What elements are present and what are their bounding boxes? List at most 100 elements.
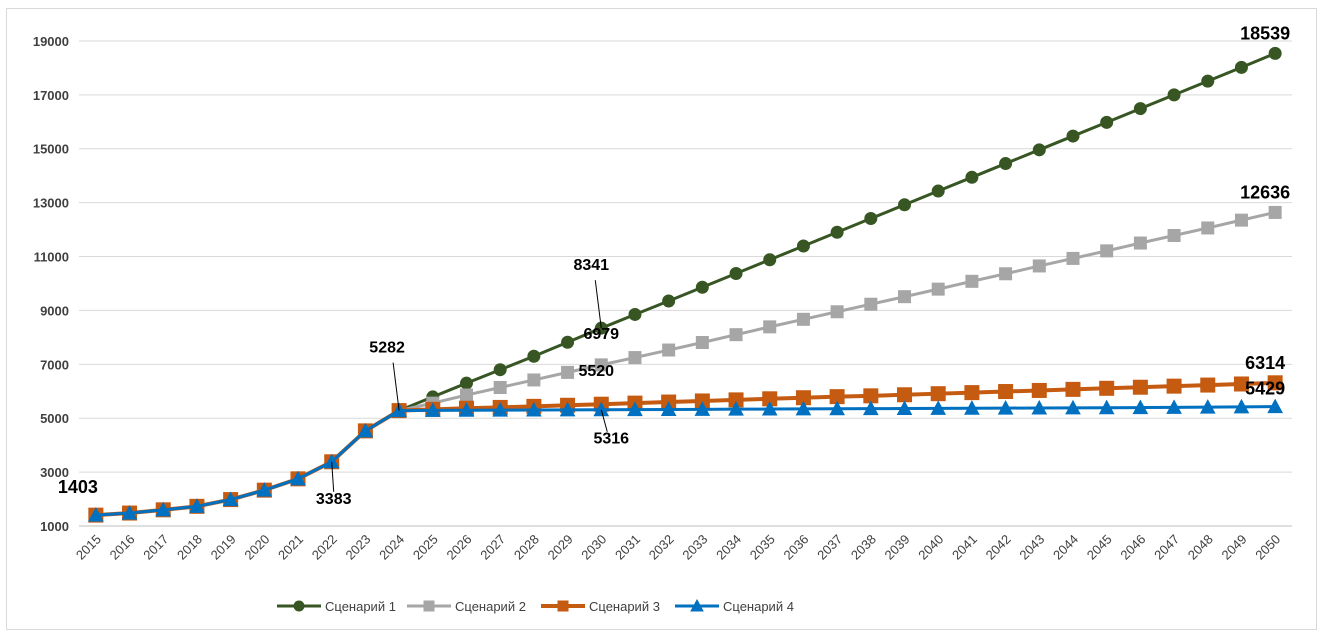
data-point-square — [1200, 377, 1216, 393]
data-label: 8341 — [573, 257, 609, 274]
data-point-triangle — [997, 400, 1014, 415]
data-point-square — [1133, 236, 1147, 250]
y-tick-label: 19000 — [33, 34, 69, 49]
x-tick-label: 2028 — [511, 532, 542, 563]
data-point-square — [1166, 378, 1182, 394]
x-tick-label: 2036 — [780, 532, 811, 563]
x-tick-label: 2043 — [1016, 532, 1047, 563]
data-point-circle — [763, 253, 777, 267]
x-tick-label: 2031 — [612, 532, 643, 563]
data-point-square — [1132, 379, 1148, 395]
series-3 — [88, 375, 1283, 523]
data-point-square — [557, 600, 569, 612]
data-point-square — [459, 388, 473, 402]
data-point-triangle — [222, 491, 239, 507]
legend-item-4: Сценарий 4 — [675, 598, 794, 614]
data-point-square — [864, 297, 878, 311]
data-point-triangle — [694, 401, 711, 416]
data-point-square — [729, 328, 743, 342]
x-axis: 2015 2016 2017 2018 2019 2020 2021 2022 2023 2024… — [73, 525, 1292, 563]
x-tick-label: 2024 — [376, 532, 407, 563]
grid-lines — [79, 40, 1292, 473]
series-line — [95, 380, 1276, 518]
series-line — [95, 51, 1276, 517]
series-2 — [89, 205, 1282, 522]
data-point-circle — [493, 363, 507, 377]
data-point-circle — [695, 280, 709, 294]
x-tick-label: 2018 — [174, 532, 205, 563]
y-tick-label: 7000 — [40, 357, 69, 372]
data-point-square — [965, 274, 979, 288]
data-point-triangle — [795, 400, 812, 416]
data-label: 1403 — [58, 477, 98, 497]
data-point-triangle — [189, 498, 205, 513]
data-point-triangle — [1098, 399, 1115, 415]
legend-label: Сценарий 2 — [455, 599, 526, 614]
data-point-triangle — [1166, 399, 1182, 414]
data-point-square — [1066, 251, 1080, 265]
data-point-triangle — [1267, 398, 1283, 414]
data-label: 6314 — [1245, 353, 1285, 373]
data-point-triangle — [728, 401, 744, 416]
data-point-square — [931, 282, 945, 296]
data-point-circle — [965, 170, 979, 184]
x-tick-label: 2015 — [73, 532, 104, 563]
data-point-triangle — [155, 501, 172, 517]
y-tick-label: 15000 — [33, 142, 69, 157]
data-point-square — [594, 358, 608, 372]
x-tick-label: 2040 — [915, 532, 946, 563]
data-point-square — [1065, 381, 1081, 397]
data-point-circle — [999, 157, 1013, 171]
data-point-square — [423, 600, 435, 612]
data-point-circle — [729, 267, 743, 281]
data-point-triangle — [593, 401, 610, 417]
data-point-square — [662, 343, 676, 357]
data-point-circle — [1201, 74, 1215, 88]
x-tick-label: 2049 — [1219, 532, 1250, 563]
x-tick-label: 2035 — [747, 532, 778, 563]
label-leader-line — [594, 280, 602, 329]
data-point-circle — [931, 184, 945, 198]
x-tick-label: 2047 — [1151, 532, 1182, 563]
data-point-triangle — [1065, 399, 1081, 415]
data-point-square — [930, 386, 946, 402]
y-axis-ticks: 1000 3000 5000 7000 9000 11000 13000 15000 17000… — [33, 34, 69, 534]
data-point-triangle — [930, 400, 947, 415]
label-leader-line — [331, 461, 335, 492]
data-point-triangle — [660, 401, 677, 416]
data-labels: 1403 3383 5282 8341 6979 5520 5316 18539 12636 63… — [58, 23, 1290, 507]
data-label: 5316 — [593, 431, 629, 448]
data-point-triangle — [829, 400, 845, 416]
x-tick-label: 2033 — [679, 532, 710, 563]
data-point-triangle — [862, 400, 879, 416]
x-tick-label: 2050 — [1252, 532, 1283, 563]
series-group — [88, 46, 1283, 523]
data-point-circle — [628, 307, 642, 321]
series-line — [95, 405, 1276, 517]
x-tick-label: 2048 — [1185, 532, 1216, 563]
series-1 — [89, 46, 1282, 522]
legend-item-2: Сценарий 2 — [407, 599, 526, 614]
data-point-square — [1100, 244, 1114, 258]
data-point-triangle — [424, 402, 441, 417]
data-point-triangle — [121, 505, 138, 520]
x-tick-label: 2017 — [140, 532, 171, 563]
x-tick-label: 2023 — [342, 532, 373, 563]
data-point-triangle — [458, 402, 475, 417]
y-tick-label: 5000 — [40, 411, 69, 426]
data-label: 3383 — [316, 491, 352, 508]
data-point-circle — [561, 335, 575, 349]
x-tick-label: 2046 — [1117, 532, 1148, 563]
y-tick-label: 13000 — [33, 196, 69, 211]
data-point-square — [493, 380, 507, 394]
data-point-circle — [459, 376, 473, 390]
data-point-square — [628, 351, 642, 365]
data-point-triangle — [256, 482, 273, 497]
data-point-square — [964, 385, 980, 401]
x-tick-label: 2027 — [477, 532, 508, 563]
data-point-square — [898, 290, 912, 304]
data-point-square — [1201, 221, 1215, 235]
data-point-circle — [1268, 46, 1282, 60]
data-point-circle — [1066, 129, 1080, 143]
data-point-triangle — [526, 401, 542, 417]
